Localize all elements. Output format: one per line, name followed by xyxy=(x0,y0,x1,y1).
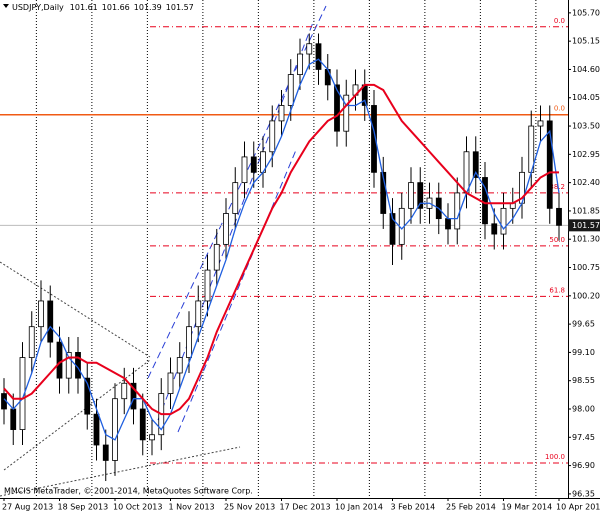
candle-body xyxy=(139,408,146,441)
header-low: 101.39 xyxy=(134,3,162,12)
candle-body xyxy=(112,398,118,461)
candle-body xyxy=(204,269,211,302)
candle-body xyxy=(56,341,63,379)
y-tick-label: 97.45 xyxy=(572,433,595,442)
candle-body xyxy=(556,207,562,226)
candle-body xyxy=(408,182,414,209)
candle-body xyxy=(149,434,155,441)
y-tick-label: 105.70 xyxy=(572,8,600,17)
x-tick-label: 19 Mar 2014 xyxy=(502,503,553,512)
candle-body xyxy=(537,120,544,127)
y-tick-label: 104.05 xyxy=(572,93,600,102)
candle-body xyxy=(232,182,239,214)
y-tick-label: 104.60 xyxy=(572,65,600,74)
y-tick-label: 96.90 xyxy=(572,461,595,470)
x-tick-label: 10 Apr 2014 xyxy=(556,503,600,512)
candle-body xyxy=(482,177,488,225)
candle-body xyxy=(250,156,257,173)
header-close: 101.57 xyxy=(166,3,194,12)
candle-body xyxy=(343,94,350,132)
level-label: 0.0 xyxy=(554,17,565,25)
footer: MMCIS MetaTrader, © 2001-2014, MetaQuote… xyxy=(4,487,253,496)
y-tick-label: 98.55 xyxy=(572,376,595,385)
candle-body xyxy=(297,53,303,75)
level-label: 0.0 xyxy=(554,105,565,113)
candle-body xyxy=(546,120,553,209)
candle-body xyxy=(472,151,479,178)
candle-body xyxy=(278,105,285,122)
x-tick-label: 10 Oct 2013 xyxy=(113,503,162,512)
level-label: 100.0 xyxy=(545,453,565,461)
candle-body xyxy=(315,43,322,70)
x-tick-label: 27 Aug 2013 xyxy=(2,503,53,512)
channel-line xyxy=(177,149,297,433)
candle-body xyxy=(38,300,44,328)
candle-body xyxy=(491,223,498,235)
candle-body xyxy=(195,300,202,328)
y-tick-label: 96.35 xyxy=(572,489,595,498)
x-tick-label: 10 Jan 2014 xyxy=(335,503,383,512)
current-price-box xyxy=(568,219,600,232)
candle-body xyxy=(417,182,424,209)
candle-body xyxy=(334,84,340,132)
candle-body xyxy=(500,207,507,235)
candle-body xyxy=(121,382,128,400)
candle-body xyxy=(28,326,35,358)
y-tick-label: 102.40 xyxy=(572,178,600,187)
candle-body xyxy=(65,352,72,379)
candle-body xyxy=(445,218,451,230)
y-tick-label: 98.00 xyxy=(572,404,595,413)
channel-line xyxy=(147,5,327,379)
x-tick-label: 3 Feb 2014 xyxy=(391,503,436,512)
triangle-line xyxy=(0,261,151,358)
candle-body xyxy=(102,444,109,461)
candle-body xyxy=(389,213,396,245)
candle-body xyxy=(454,192,461,230)
level-label: 38.2 xyxy=(549,183,565,191)
candle-body xyxy=(269,120,276,153)
candle-body xyxy=(463,151,470,194)
current-price-label: 101.57 xyxy=(572,221,600,230)
y-tick-label: 102.95 xyxy=(572,150,600,159)
candle-body xyxy=(176,357,183,374)
y-tick-label: 99.10 xyxy=(572,348,595,357)
indicator-line xyxy=(3,83,559,416)
y-tick-label: 103.50 xyxy=(572,122,600,131)
x-tick-label: 25 Nov 2013 xyxy=(224,503,275,512)
y-tick-label: 101.30 xyxy=(572,235,600,244)
x-tick-label: 1 Nov 2013 xyxy=(169,503,215,512)
y-tick-label: 100.20 xyxy=(572,291,600,300)
y-tick-label: 101.85 xyxy=(572,206,600,215)
candle-body xyxy=(380,171,387,214)
candle-body xyxy=(223,213,229,245)
header: USDJPY,Daily 101.61 101.66 101.39 101.57 xyxy=(12,3,194,12)
candle-body xyxy=(167,372,174,394)
level-label: 61.8 xyxy=(549,286,565,294)
candle-body xyxy=(10,408,17,430)
candle-body xyxy=(306,43,313,55)
candle-body xyxy=(130,382,137,410)
candle-body xyxy=(241,156,248,184)
candle-body xyxy=(213,243,220,271)
candle-body xyxy=(186,326,192,358)
menu-triangle xyxy=(3,4,9,8)
x-tick-label: 25 Feb 2014 xyxy=(446,503,496,512)
symbol: USDJPY,Daily xyxy=(12,3,64,12)
y-tick-label: 100.75 xyxy=(572,263,600,272)
y-tick-label: 99.65 xyxy=(572,320,595,329)
x-tick-label: 18 Sep 2013 xyxy=(58,503,109,512)
candle-body xyxy=(47,300,54,343)
candle-body xyxy=(371,105,377,173)
triangle-line xyxy=(0,446,241,497)
x-tick-label: 17 Dec 2013 xyxy=(280,503,331,512)
candle-body xyxy=(287,74,294,106)
header-high: 101.66 xyxy=(102,3,130,12)
candle-body xyxy=(93,413,100,446)
candle-body xyxy=(84,377,91,415)
header-open: 101.61 xyxy=(70,3,98,12)
level-label: 50.0 xyxy=(549,236,565,244)
y-tick-label: 105.15 xyxy=(572,37,600,46)
